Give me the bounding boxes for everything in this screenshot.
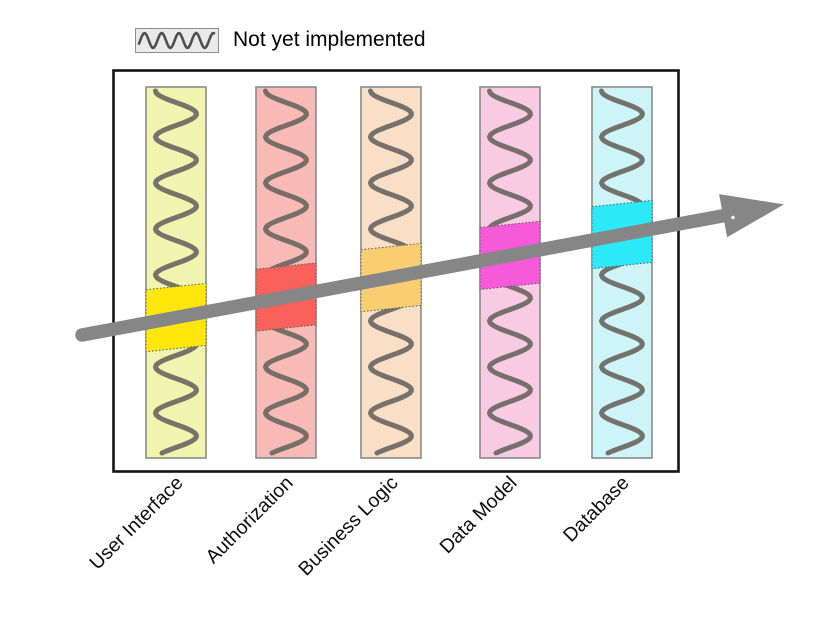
arrow-dot — [731, 215, 735, 220]
layer-label-data-model: Data Model — [435, 472, 521, 558]
diagram-frame — [112, 69, 680, 473]
layer-label-authorization: Authorization — [201, 472, 297, 568]
squiggle-pattern-icon — [135, 27, 219, 53]
not-implemented-squiggle-user-interface — [153, 88, 199, 456]
layer-label-business-logic: Business Logic — [294, 472, 402, 580]
layer-column-authorization — [255, 86, 317, 459]
layer-label-user-interface: User Interface — [85, 472, 187, 574]
progress-arrow — [75, 194, 784, 342]
legend-squiggle — [137, 31, 216, 49]
layer-column-data-model — [479, 86, 541, 459]
layer-label-database: Database — [559, 472, 634, 547]
arrow-shaft — [75, 208, 733, 342]
arrow-head — [719, 194, 784, 238]
legend-label: Not yet implemented — [233, 28, 426, 51]
legend: Not yet implemented — [135, 27, 426, 53]
layer-column-database — [591, 86, 653, 459]
layer-column-user-interface — [145, 86, 207, 459]
not-implemented-squiggle-database — [599, 88, 645, 456]
